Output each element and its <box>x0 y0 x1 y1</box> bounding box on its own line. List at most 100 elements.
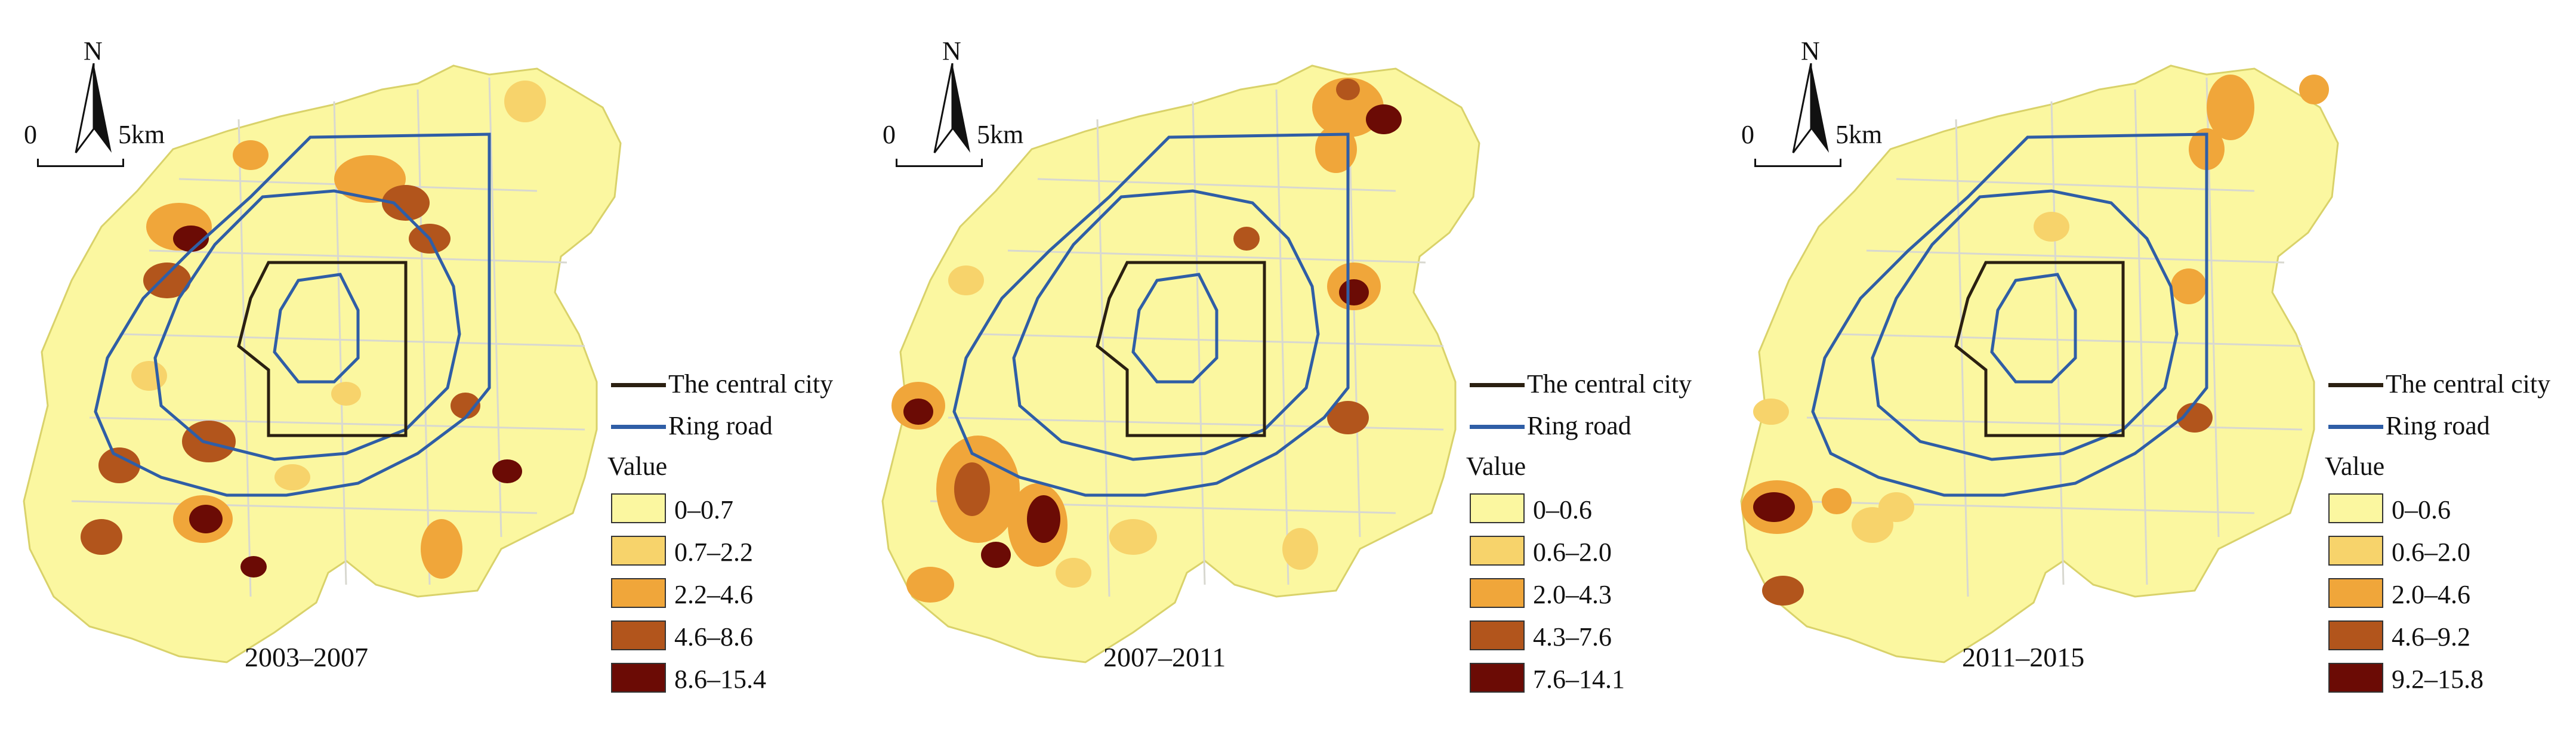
central-city-label: The central city <box>2386 369 2551 399</box>
hotspot <box>1282 528 1318 570</box>
legend-central-city: The central city <box>1461 364 1712 406</box>
hotspots <box>891 78 1402 603</box>
hotspot <box>143 263 191 298</box>
class-swatch <box>1470 620 1525 650</box>
class-swatch <box>2328 536 2383 566</box>
class-label: 2.0–4.6 <box>2392 580 2470 609</box>
legend-class: 4.6–8.6 <box>603 615 853 657</box>
ring-road-label: Ring road <box>668 411 773 440</box>
hotspot <box>173 226 209 252</box>
north-label: N <box>1801 36 1820 66</box>
hotspot <box>451 393 480 419</box>
central-city-label: The central city <box>1527 369 1692 399</box>
value-title: Value <box>2325 452 2385 481</box>
hotspot <box>1027 495 1060 543</box>
map-panel-2011-2015: N 0 5km The central city Ring road Value… <box>1717 0 2576 738</box>
class-swatch <box>1470 493 1525 523</box>
hotspot <box>2034 212 2069 242</box>
scale-bar: 0 5km <box>883 119 1023 173</box>
class-label: 0–0.7 <box>674 495 733 524</box>
hotspot <box>2171 268 2207 304</box>
hotspot <box>421 519 462 579</box>
class-label: 4.3–7.6 <box>1533 622 1612 651</box>
scale-distance: 5km <box>118 120 165 149</box>
scale-bar-line <box>1754 159 1841 167</box>
hotspot <box>1109 519 1157 555</box>
scale-zero: 0 <box>1741 120 1754 149</box>
class-swatch <box>2328 620 2383 650</box>
class-swatch <box>611 536 666 566</box>
ring-road-inner <box>1990 273 2077 384</box>
class-swatch <box>2328 578 2383 608</box>
north-arrow-icon <box>1792 63 1829 153</box>
hotspots <box>1741 75 2329 606</box>
class-label: 4.6–9.2 <box>2392 622 2470 651</box>
legend-class: 0.6–2.0 <box>2320 530 2571 572</box>
class-label: 7.6–14.1 <box>1533 665 1625 694</box>
class-label: 9.2–15.8 <box>2392 665 2484 694</box>
north-label: N <box>942 36 961 66</box>
hotspot <box>189 505 223 533</box>
ring-road-outer <box>952 132 1350 497</box>
hotspot <box>331 382 361 406</box>
central-city-line-swatch <box>611 383 666 387</box>
density-map <box>881 64 1480 663</box>
hotspot <box>98 447 140 483</box>
class-swatch <box>1470 663 1525 693</box>
ring-road-inner <box>1131 273 1218 384</box>
class-label: 8.6–15.4 <box>674 665 766 694</box>
legend: The central city Ring road Value 0–0.7 0… <box>603 364 853 699</box>
density-map <box>23 64 622 663</box>
ring-road-label: Ring road <box>1527 411 1631 440</box>
map-panel-2003-2007: N 0 5km The central city Ring road Value… <box>0 0 859 738</box>
value-title: Value <box>1466 452 1526 481</box>
class-label: 0–0.6 <box>1533 495 1592 524</box>
ring-road-line-swatch <box>611 425 666 429</box>
period-label: 2011–2015 <box>1962 642 2085 672</box>
legend-ring-road: Ring road <box>2320 406 2571 447</box>
class-swatch <box>1470 578 1525 608</box>
hotspot <box>240 556 267 578</box>
legend-class: 8.6–15.4 <box>603 657 853 699</box>
legend-class: 0–0.6 <box>1461 487 1712 530</box>
hotspot <box>131 361 167 391</box>
ring-roads <box>94 132 491 497</box>
class-label: 0–0.6 <box>2392 495 2451 524</box>
legend-class: 0.7–2.2 <box>603 530 853 572</box>
legend: The central city Ring road Value 0–0.6 0… <box>1461 364 1712 699</box>
hotspot <box>492 459 522 483</box>
hotspot <box>1822 488 1852 514</box>
value-title: Value <box>607 452 668 481</box>
hotspot <box>81 519 122 555</box>
legend-class: 7.6–14.1 <box>1461 657 1712 699</box>
class-swatch <box>611 620 666 650</box>
hotspot <box>233 140 269 170</box>
class-swatch <box>2328 493 2383 523</box>
scale-zero: 0 <box>24 120 37 149</box>
hotspot <box>1233 227 1260 251</box>
north-arrow: N <box>1783 36 1837 155</box>
legend-class: 0–0.6 <box>2320 487 2571 530</box>
class-label: 2.0–4.3 <box>1533 580 1612 609</box>
density-map <box>1740 64 2339 663</box>
class-swatch <box>611 663 666 693</box>
period-label: 2007–2011 <box>1103 642 1226 672</box>
hotspot <box>334 155 406 203</box>
ring-road-middle <box>153 189 461 461</box>
legend-class: 2.2–4.6 <box>603 572 853 615</box>
hotspot <box>1315 125 1357 173</box>
ring-road-line-swatch <box>1470 425 1525 429</box>
class-label: 0.7–2.2 <box>674 538 753 567</box>
hotspot <box>1852 507 1893 543</box>
scale-bar-line <box>37 159 124 167</box>
central-city-boundary <box>1096 261 1266 437</box>
ring-road-label: Ring road <box>2386 411 2490 440</box>
hotspot <box>1753 492 1795 522</box>
road-network <box>1788 77 2303 597</box>
legend-class: 2.0–4.6 <box>2320 572 2571 615</box>
ring-roads <box>952 132 1350 497</box>
legend-ring-road: Ring road <box>1461 406 1712 447</box>
class-label: 0.6–2.0 <box>1533 538 1612 567</box>
north-arrow: N <box>924 36 978 155</box>
hotspot <box>1312 78 1384 137</box>
